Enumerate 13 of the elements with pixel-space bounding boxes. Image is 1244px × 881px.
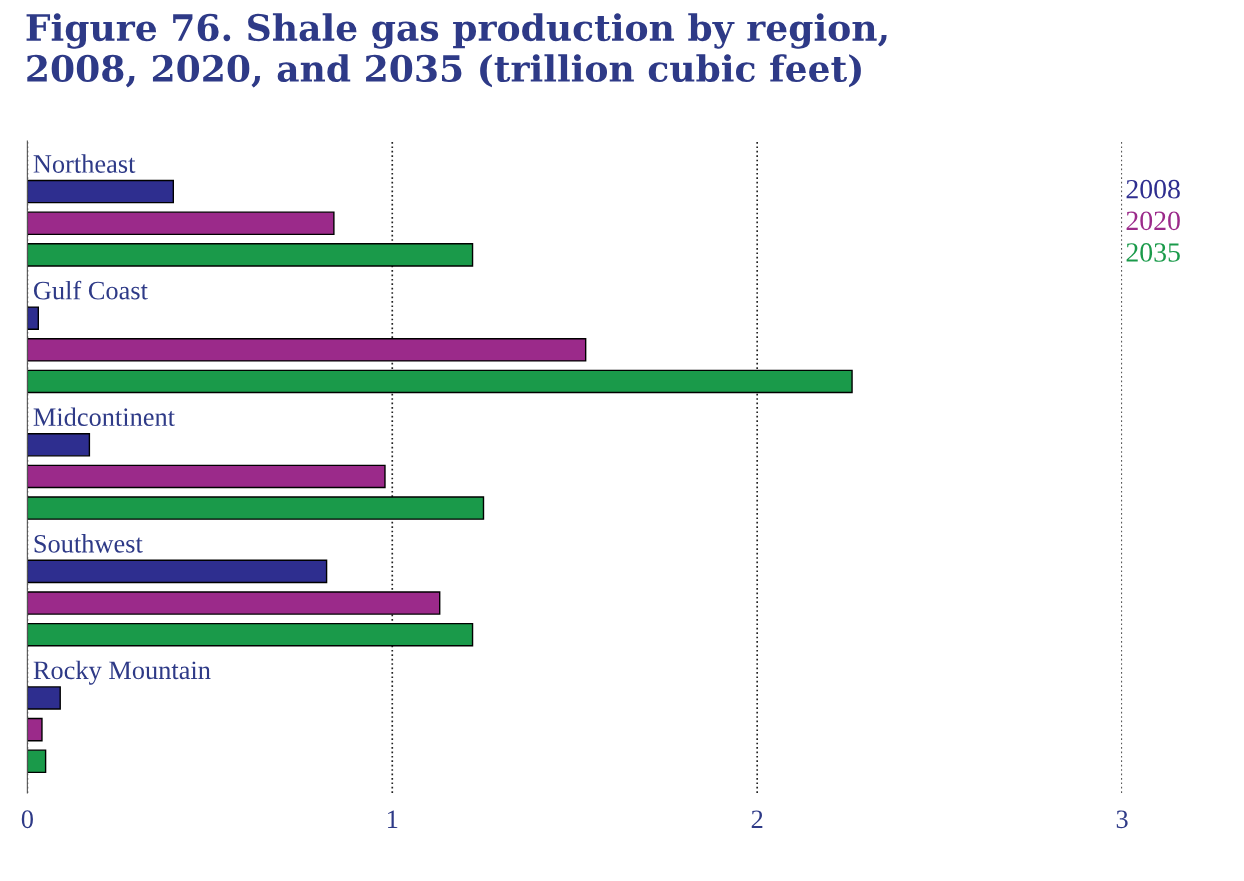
text: 2008 [1126, 179, 1180, 199]
x-tick-label: 0 [21, 810, 33, 829]
y-tick-label: Southwest [34, 534, 143, 553]
y-tick-label: Gulf Coast [33, 280, 148, 300]
y-tick-label: Rocky Mountain [33, 660, 211, 685]
x-tick-label: 3 [1116, 810, 1128, 829]
y-tick-label: Midcontinent [33, 407, 175, 427]
x-tick-label: 2 [751, 810, 763, 828]
x-tick-label: 1 [388, 810, 398, 828]
y-tick-label: Northeast [33, 154, 136, 173]
chart-title: Figure 76. Shale gas production by region, 2008, 2020, and 2035 (trillion cubic feet) [26, 13, 887, 88]
text: 2020 [1126, 211, 1180, 231]
text: 2035 [1126, 243, 1180, 262]
